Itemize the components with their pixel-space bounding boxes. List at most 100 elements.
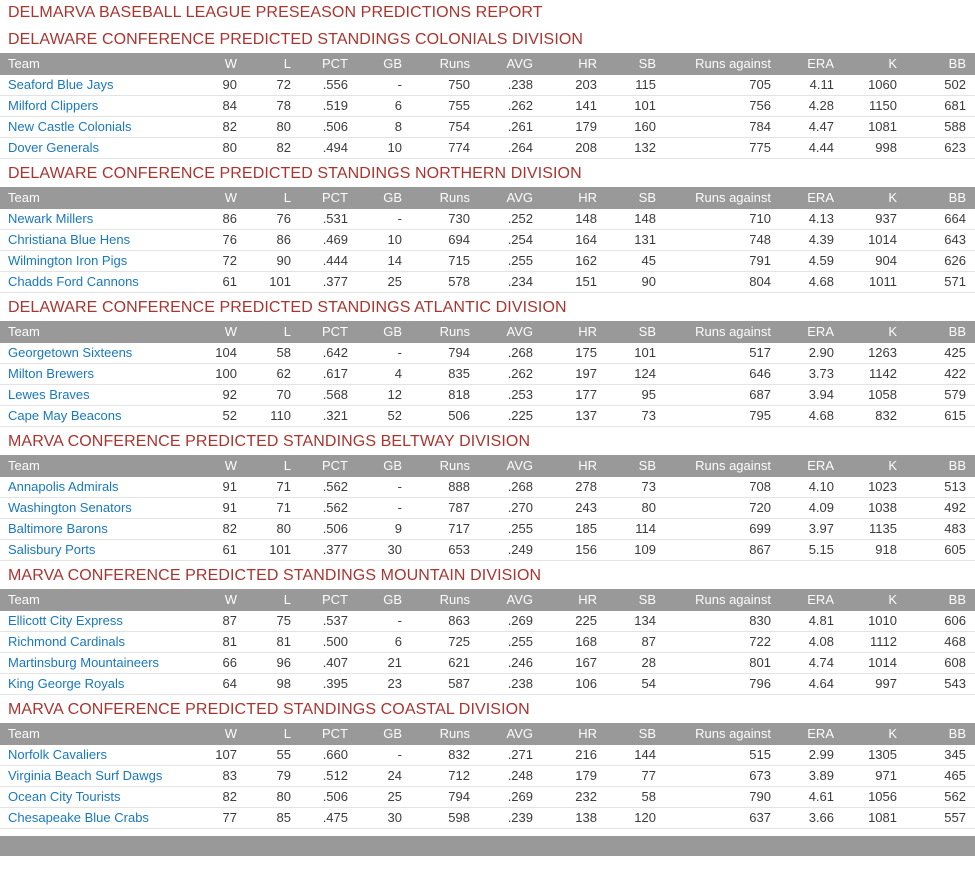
stat-cell-avg: .234 xyxy=(470,271,533,293)
stat-cell-k: 937 xyxy=(834,209,897,230)
stat-cell-gb: 30 xyxy=(348,539,402,561)
column-header-team: Team xyxy=(0,455,182,477)
column-header-pct: PCT xyxy=(291,187,348,209)
stat-cell-gb: 23 xyxy=(348,673,402,695)
team-link[interactable]: Chadds Ford Cannons xyxy=(8,274,139,289)
column-header-era: ERA xyxy=(771,589,834,611)
stat-cell-hr: 164 xyxy=(533,229,597,251)
stat-cell-k: 1014 xyxy=(834,229,897,251)
standings-table: Team W L PCT GB Runs AVG HR SB Runs against ERA K BB… xyxy=(0,187,975,293)
stat-cell-gb: - xyxy=(348,745,402,766)
team-link[interactable]: Milton Brewers xyxy=(8,366,94,381)
team-link[interactable]: Cape May Beacons xyxy=(8,408,122,423)
team-link[interactable]: Annapolis Admirals xyxy=(8,479,119,494)
team-link[interactable]: Milford Clippers xyxy=(8,98,99,113)
stat-cell-hr: 208 xyxy=(533,137,597,159)
team-link[interactable]: King George Royals xyxy=(8,676,125,691)
stat-cell-runs: 653 xyxy=(402,539,470,561)
team-link[interactable]: Dover Generals xyxy=(8,140,100,155)
stat-cell-l: 101 xyxy=(237,271,291,293)
stat-cell-sb: 95 xyxy=(597,384,656,406)
column-header-l: L xyxy=(237,455,291,477)
stat-cell-k: 1058 xyxy=(834,384,897,406)
stat-cell-sb: 90 xyxy=(597,271,656,293)
stat-cell-runs-against: 720 xyxy=(656,497,771,519)
team-link[interactable]: Virginia Beach Surf Dawgs xyxy=(8,768,163,783)
column-header-era: ERA xyxy=(771,187,834,209)
team-link[interactable]: Washington Senators xyxy=(8,500,132,515)
division-section: MARVA CONFERENCE PREDICTED STANDINGS BEL… xyxy=(0,433,975,561)
stat-cell-era: 4.39 xyxy=(771,229,834,251)
team-link[interactable]: Georgetown Sixteens xyxy=(8,345,133,360)
team-link[interactable]: Wilmington Iron Pigs xyxy=(8,253,128,268)
stat-cell-era: 4.68 xyxy=(771,271,834,293)
team-link[interactable]: Norfolk Cavaliers xyxy=(8,747,107,762)
stat-cell-pct: .475 xyxy=(291,807,348,829)
stat-cell-avg: .271 xyxy=(470,745,533,766)
stat-cell-pct: .660 xyxy=(291,745,348,766)
stat-cell-k: 997 xyxy=(834,673,897,695)
team-row: Milford Clippers 84 78.519 6 755.262 141 101 75… xyxy=(0,95,975,117)
stat-cell-runs-against: 801 xyxy=(656,652,771,674)
stat-cell-hr: 225 xyxy=(533,611,597,632)
team-cell: Ellicott City Express xyxy=(0,611,182,632)
team-link[interactable]: Lewes Braves xyxy=(8,387,90,402)
team-link[interactable]: Martinsburg Mountaineers xyxy=(8,655,160,670)
stat-cell-era: 4.10 xyxy=(771,477,834,498)
stat-cell-era: 4.28 xyxy=(771,95,834,117)
stat-cell-gb: - xyxy=(348,477,402,498)
team-cell: Georgetown Sixteens xyxy=(0,343,182,364)
team-row: Norfolk Cavaliers 107 55.660-832.271 216 144… xyxy=(0,745,975,766)
stat-cell-pct: .537 xyxy=(291,611,348,632)
stat-cell-sb: 28 xyxy=(597,652,656,674)
team-link[interactable]: New Castle Colonials xyxy=(8,119,132,134)
stat-cell-runs: 774 xyxy=(402,137,470,159)
stat-cell-era: 4.13 xyxy=(771,209,834,230)
stat-cell-runs: 587 xyxy=(402,673,470,695)
team-link[interactable]: Ellicott City Express xyxy=(8,613,123,628)
stat-cell-hr: 179 xyxy=(533,765,597,787)
team-link[interactable]: Ocean City Tourists xyxy=(8,789,121,804)
stat-cell-k: 1014 xyxy=(834,652,897,674)
stat-cell-era: 4.64 xyxy=(771,673,834,695)
table-header-row: Team W L PCT GB Runs AVG HR SB Runs against ERA K BB xyxy=(0,723,975,745)
team-cell: Chadds Ford Cannons xyxy=(0,271,182,293)
stat-cell-k: 918 xyxy=(834,539,897,561)
team-link[interactable]: Baltimore Barons xyxy=(8,521,108,536)
stat-cell-k: 1023 xyxy=(834,477,897,498)
stat-cell-runs: 694 xyxy=(402,229,470,251)
stat-cell-pct: .494 xyxy=(291,137,348,159)
team-cell: Dover Generals xyxy=(0,137,182,159)
stat-cell-l: 76 xyxy=(237,209,291,230)
team-link[interactable]: Richmond Cardinals xyxy=(8,634,126,649)
stat-cell-gb: 25 xyxy=(348,786,402,808)
column-header-pct: PCT xyxy=(291,589,348,611)
column-header-runs: Runs xyxy=(402,187,470,209)
stat-cell-avg: .239 xyxy=(470,807,533,829)
division-heading: DELAWARE CONFERENCE PREDICTED STANDINGS … xyxy=(8,299,567,316)
stat-cell-w: 61 xyxy=(182,271,237,293)
stat-cell-avg: .268 xyxy=(470,343,533,364)
stat-cell-w: 61 xyxy=(182,539,237,561)
team-link[interactable]: Christiana Blue Hens xyxy=(8,232,131,247)
column-header-era: ERA xyxy=(771,321,834,343)
stat-cell-l: 79 xyxy=(237,765,291,787)
stat-cell-k: 904 xyxy=(834,250,897,272)
stat-cell-bb: 681 xyxy=(897,95,975,117)
stat-cell-pct: .562 xyxy=(291,477,348,498)
team-link[interactable]: Newark Millers xyxy=(8,211,94,226)
team-link[interactable]: Salisbury Ports xyxy=(8,542,96,557)
column-header-pct: PCT xyxy=(291,455,348,477)
team-link[interactable]: Chesapeake Blue Crabs xyxy=(8,810,149,825)
team-link[interactable]: Seaford Blue Jays xyxy=(8,77,114,92)
stat-cell-runs: 755 xyxy=(402,95,470,117)
stat-cell-gb: 6 xyxy=(348,631,402,653)
column-header-runs-against: Runs against xyxy=(656,455,771,477)
stat-cell-w: 72 xyxy=(182,250,237,272)
column-header-bb: BB xyxy=(897,53,975,75)
stat-cell-avg: .268 xyxy=(470,477,533,498)
stat-cell-w: 66 xyxy=(182,652,237,674)
column-header-bb: BB xyxy=(897,455,975,477)
team-row: Cape May Beacons 52 110.321 52 506.225 137 73 7… xyxy=(0,405,975,427)
stat-cell-sb: 144 xyxy=(597,745,656,766)
